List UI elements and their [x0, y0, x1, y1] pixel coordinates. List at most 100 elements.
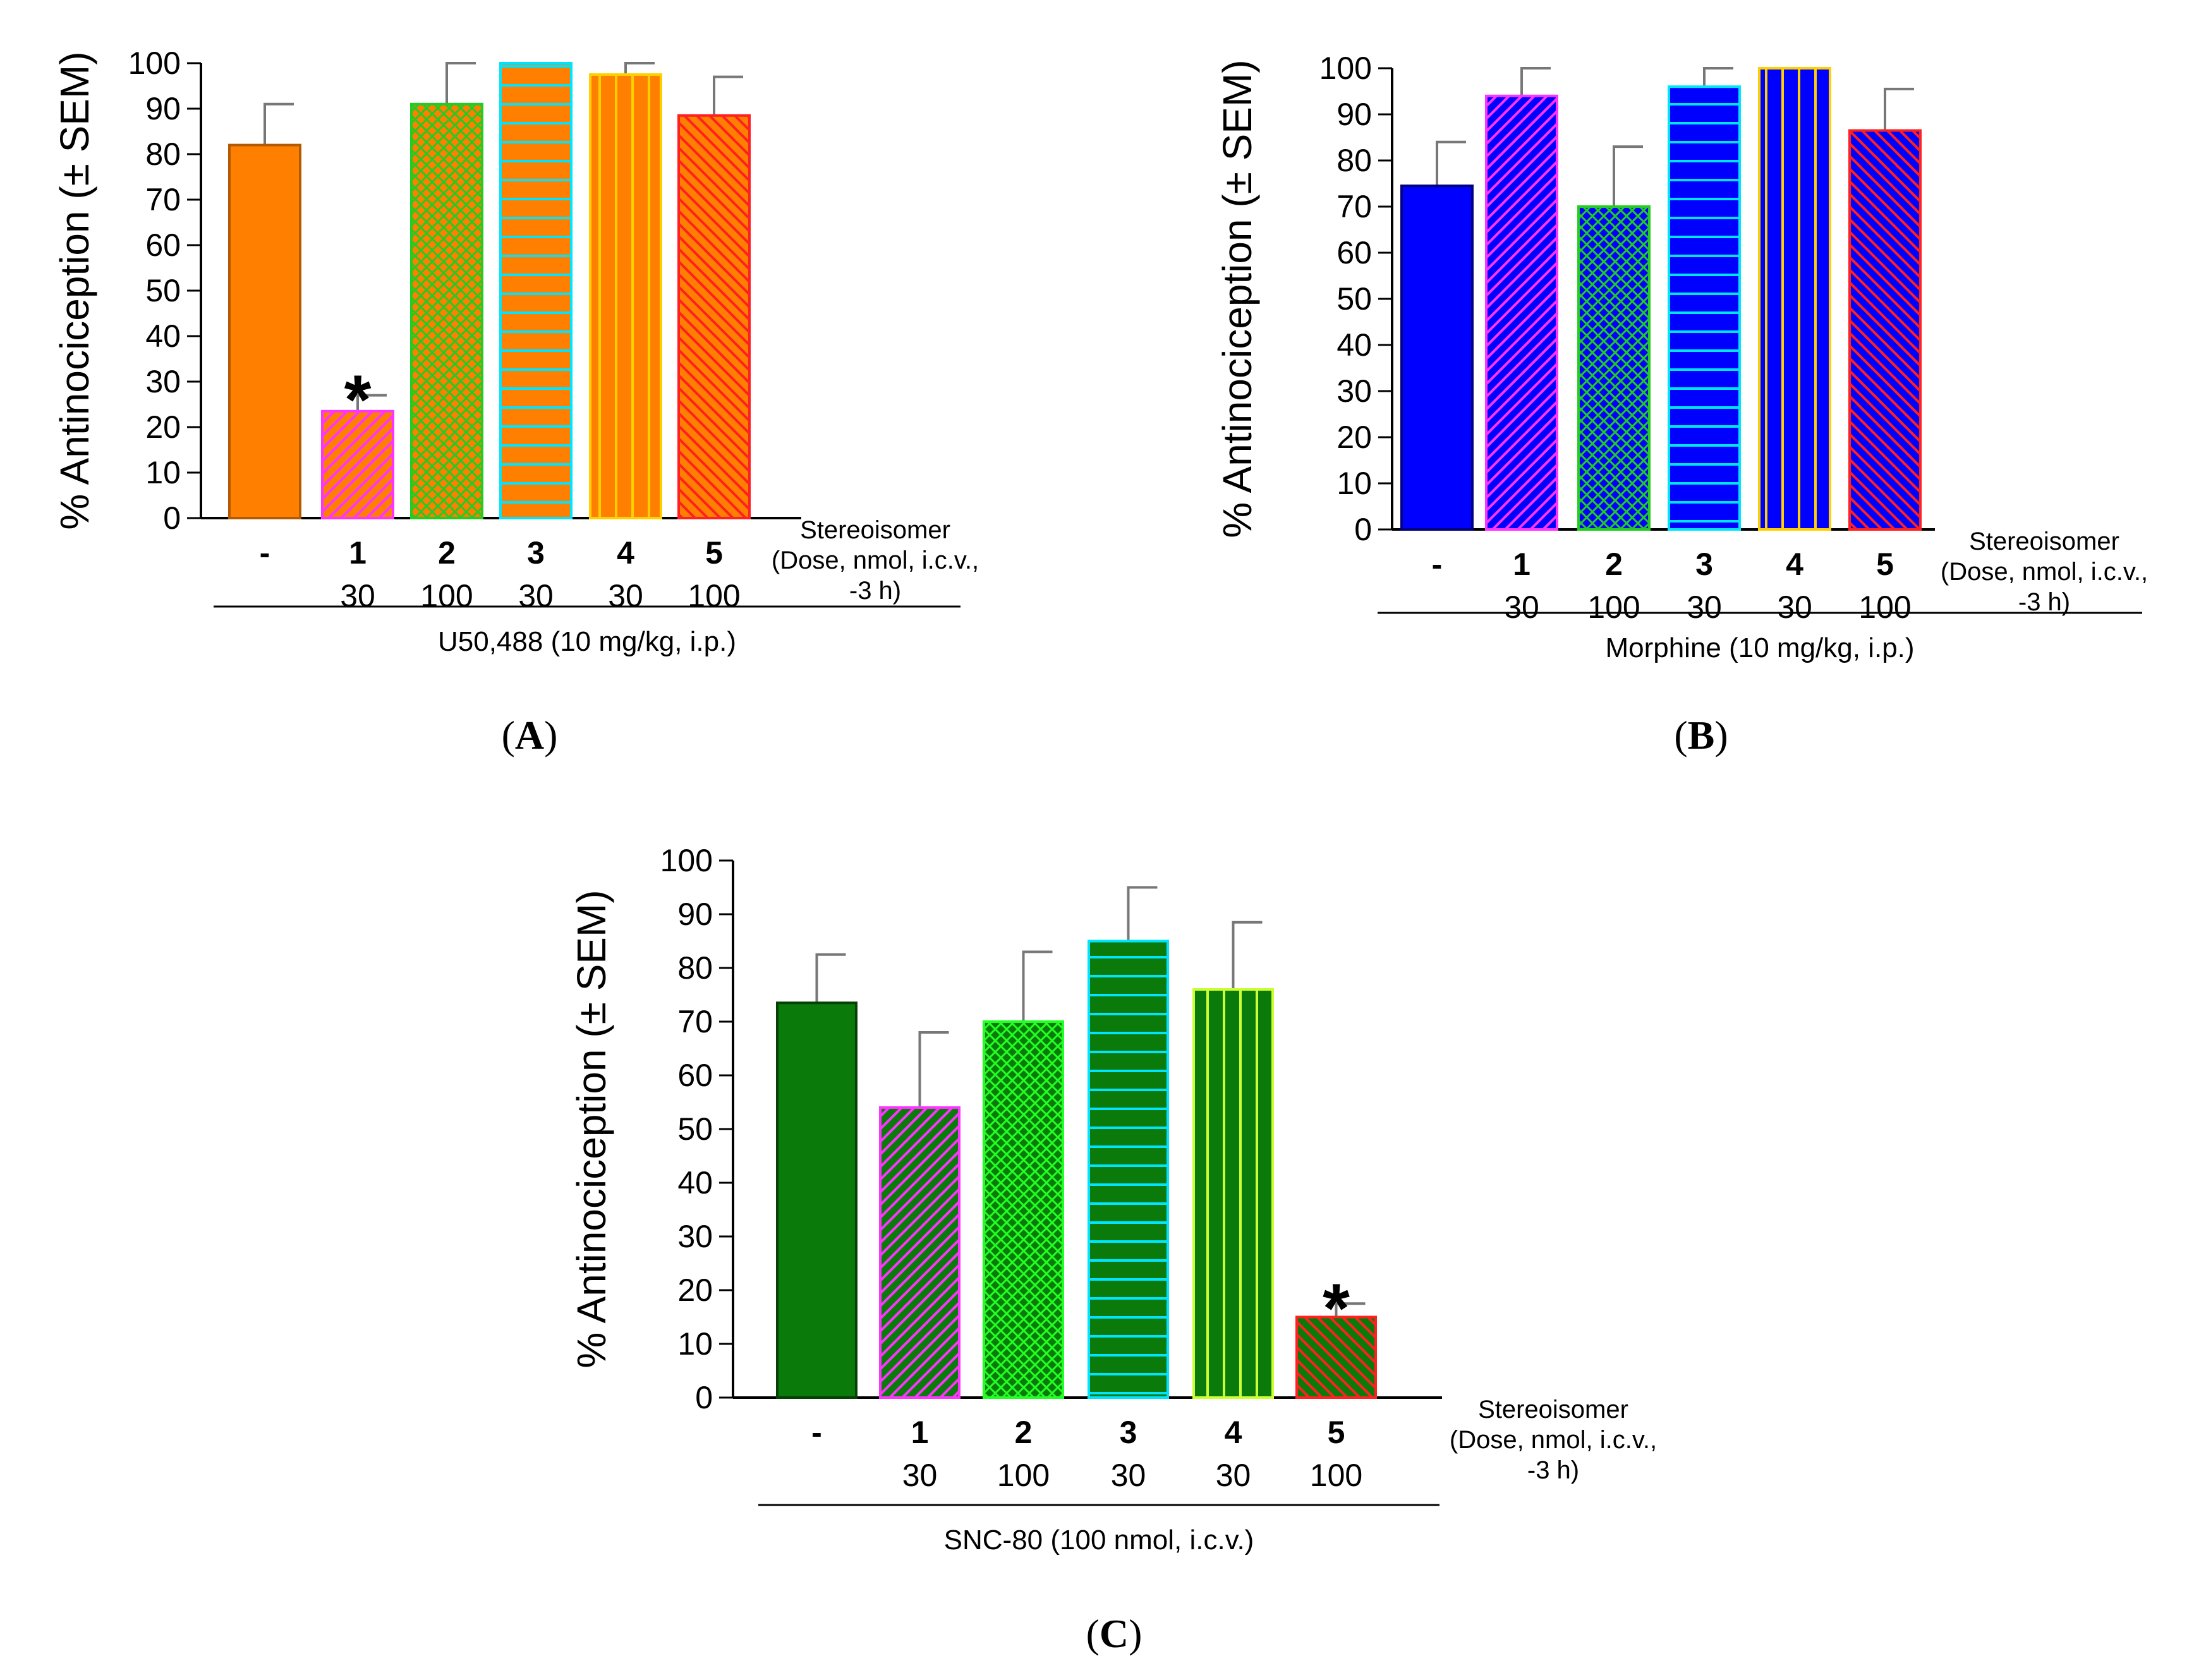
y-tick-label: 40	[677, 1165, 713, 1200]
treatment-label: SNC-80 (100 nmol, i.c.v.)	[944, 1525, 1254, 1556]
x-tick-label: 3	[1695, 547, 1713, 582]
dose-label: 100	[1587, 589, 1640, 625]
panel-label-b: (B)	[1674, 713, 1728, 758]
dose-label: 30	[608, 578, 643, 613]
bar	[1295, 1315, 1377, 1399]
x-tick-label: 1	[911, 1415, 929, 1450]
y-axis-label: % Antinociception (± SEM)	[52, 51, 97, 529]
bar	[1485, 94, 1558, 531]
y-tick-label: 50	[145, 273, 181, 308]
y-tick-label: 20	[145, 409, 181, 445]
dose-label: 30	[1216, 1458, 1251, 1493]
bar	[879, 1106, 961, 1399]
bar	[1758, 67, 1831, 531]
dose-label: 30	[518, 578, 554, 613]
y-tick-label: 70	[145, 182, 181, 217]
bar	[1848, 129, 1922, 531]
y-tick-label: 0	[1354, 512, 1372, 547]
y-tick-label: 20	[1336, 420, 1372, 455]
bar	[228, 143, 301, 520]
x-tick-label: 3	[527, 535, 545, 571]
x-tick-label: 4	[1786, 547, 1803, 582]
panel-label-a: (A)	[502, 713, 558, 758]
y-tick-label: 80	[1336, 143, 1372, 178]
y-axis-label: % Antinociception (± SEM)	[1215, 59, 1260, 538]
dose-label: 30	[1687, 589, 1722, 625]
x-axis-side-label: -3 h)	[849, 577, 901, 605]
significance-marker: *	[344, 361, 372, 439]
x-axis-side-label: (Dose, nmol, i.c.v.,	[772, 547, 979, 574]
y-tick-label: 50	[677, 1111, 713, 1147]
dose-label: 30	[1504, 589, 1539, 625]
y-axis-label: % Antinociception (± SEM)	[569, 890, 614, 1368]
x-axis-side-label: (Dose, nmol, i.c.v.,	[1450, 1426, 1657, 1454]
x-tick-label: 5	[1328, 1415, 1345, 1450]
dose-label: 100	[688, 578, 740, 613]
y-tick-label: 90	[1336, 97, 1372, 132]
y-tick-label: 60	[677, 1058, 713, 1093]
y-tick-label: 30	[145, 364, 181, 399]
y-tick-label: 80	[677, 950, 713, 986]
bar	[321, 409, 394, 519]
y-tick-label: 40	[1336, 327, 1372, 363]
dose-label: 30	[340, 578, 375, 613]
treatment-label: U50,488 (10 mg/kg, i.p.)	[438, 626, 736, 657]
x-tick-label: 4	[1225, 1415, 1242, 1450]
dose-label: 100	[997, 1458, 1050, 1493]
x-axis-side-label: Stereoisomer	[1478, 1396, 1628, 1423]
y-tick-label: 80	[145, 136, 181, 172]
significance-marker: *	[1323, 1269, 1350, 1347]
x-axis-side-label: -3 h)	[2018, 588, 2070, 616]
bar	[1668, 85, 1741, 531]
y-tick-label: 30	[1336, 373, 1372, 409]
y-tick-label: 40	[145, 318, 181, 354]
bar	[589, 73, 662, 519]
y-tick-label: 50	[1336, 281, 1372, 317]
x-tick-label: 2	[438, 535, 456, 571]
x-axis-side-label: -3 h)	[1527, 1456, 1579, 1484]
x-axis-side-label: Stereoisomer	[1969, 528, 2119, 555]
x-tick-label: 1	[1513, 547, 1530, 582]
dose-label: 100	[1310, 1458, 1362, 1493]
y-tick-label: 70	[677, 1004, 713, 1039]
y-tick-label: 0	[163, 500, 181, 536]
x-tick-label: 2	[1605, 547, 1623, 582]
x-tick-label: -	[1432, 547, 1443, 582]
bar	[499, 62, 573, 519]
chart-panel-c: 0 10 20 30 40 50 60 70 80 90 100 % Antinociception …	[569, 843, 1657, 1556]
y-tick-label: 30	[677, 1219, 713, 1254]
y-tick-label: 100	[660, 843, 713, 878]
x-tick-label: -	[811, 1415, 822, 1450]
x-tick-label: 3	[1120, 1415, 1137, 1450]
x-tick-label: 5	[1876, 547, 1894, 582]
bar	[677, 114, 751, 520]
x-tick-label: 5	[705, 535, 723, 571]
y-tick-label: 20	[677, 1272, 713, 1308]
bar	[1577, 205, 1651, 531]
treatment-label: Morphine (10 mg/kg, i.p.)	[1605, 632, 1914, 663]
y-tick-label: 90	[145, 91, 181, 126]
x-tick-label: 4	[617, 535, 634, 571]
x-axis-side-label: Stereoisomer	[800, 516, 950, 544]
panel-label-c: (C)	[1086, 1611, 1142, 1656]
x-tick-label: 2	[1015, 1415, 1033, 1450]
y-tick-label: 100	[128, 45, 181, 81]
bar	[1192, 988, 1274, 1399]
dose-label: 30	[902, 1458, 938, 1493]
dose-label: 30	[1777, 589, 1812, 625]
bar	[1400, 184, 1474, 531]
x-tick-label: 1	[349, 535, 367, 571]
dose-label: 100	[420, 578, 473, 613]
chart-panel-b: 0 10 20 30 40 50 60 70 80 90 100 % Antinociception …	[1215, 51, 2148, 663]
bar	[776, 1001, 858, 1399]
bar	[410, 102, 483, 520]
y-tick-label: 90	[677, 897, 713, 932]
y-tick-label: 10	[1336, 466, 1372, 501]
y-tick-label: 10	[145, 455, 181, 490]
bar	[983, 1020, 1064, 1399]
y-tick-label: 10	[677, 1326, 713, 1362]
y-tick-label: 100	[1319, 51, 1372, 86]
y-tick-label: 60	[145, 227, 181, 263]
chart-panel-a: 0 10 20 30 40 50 60 70 80 90 100 % Antinociception …	[52, 45, 979, 657]
